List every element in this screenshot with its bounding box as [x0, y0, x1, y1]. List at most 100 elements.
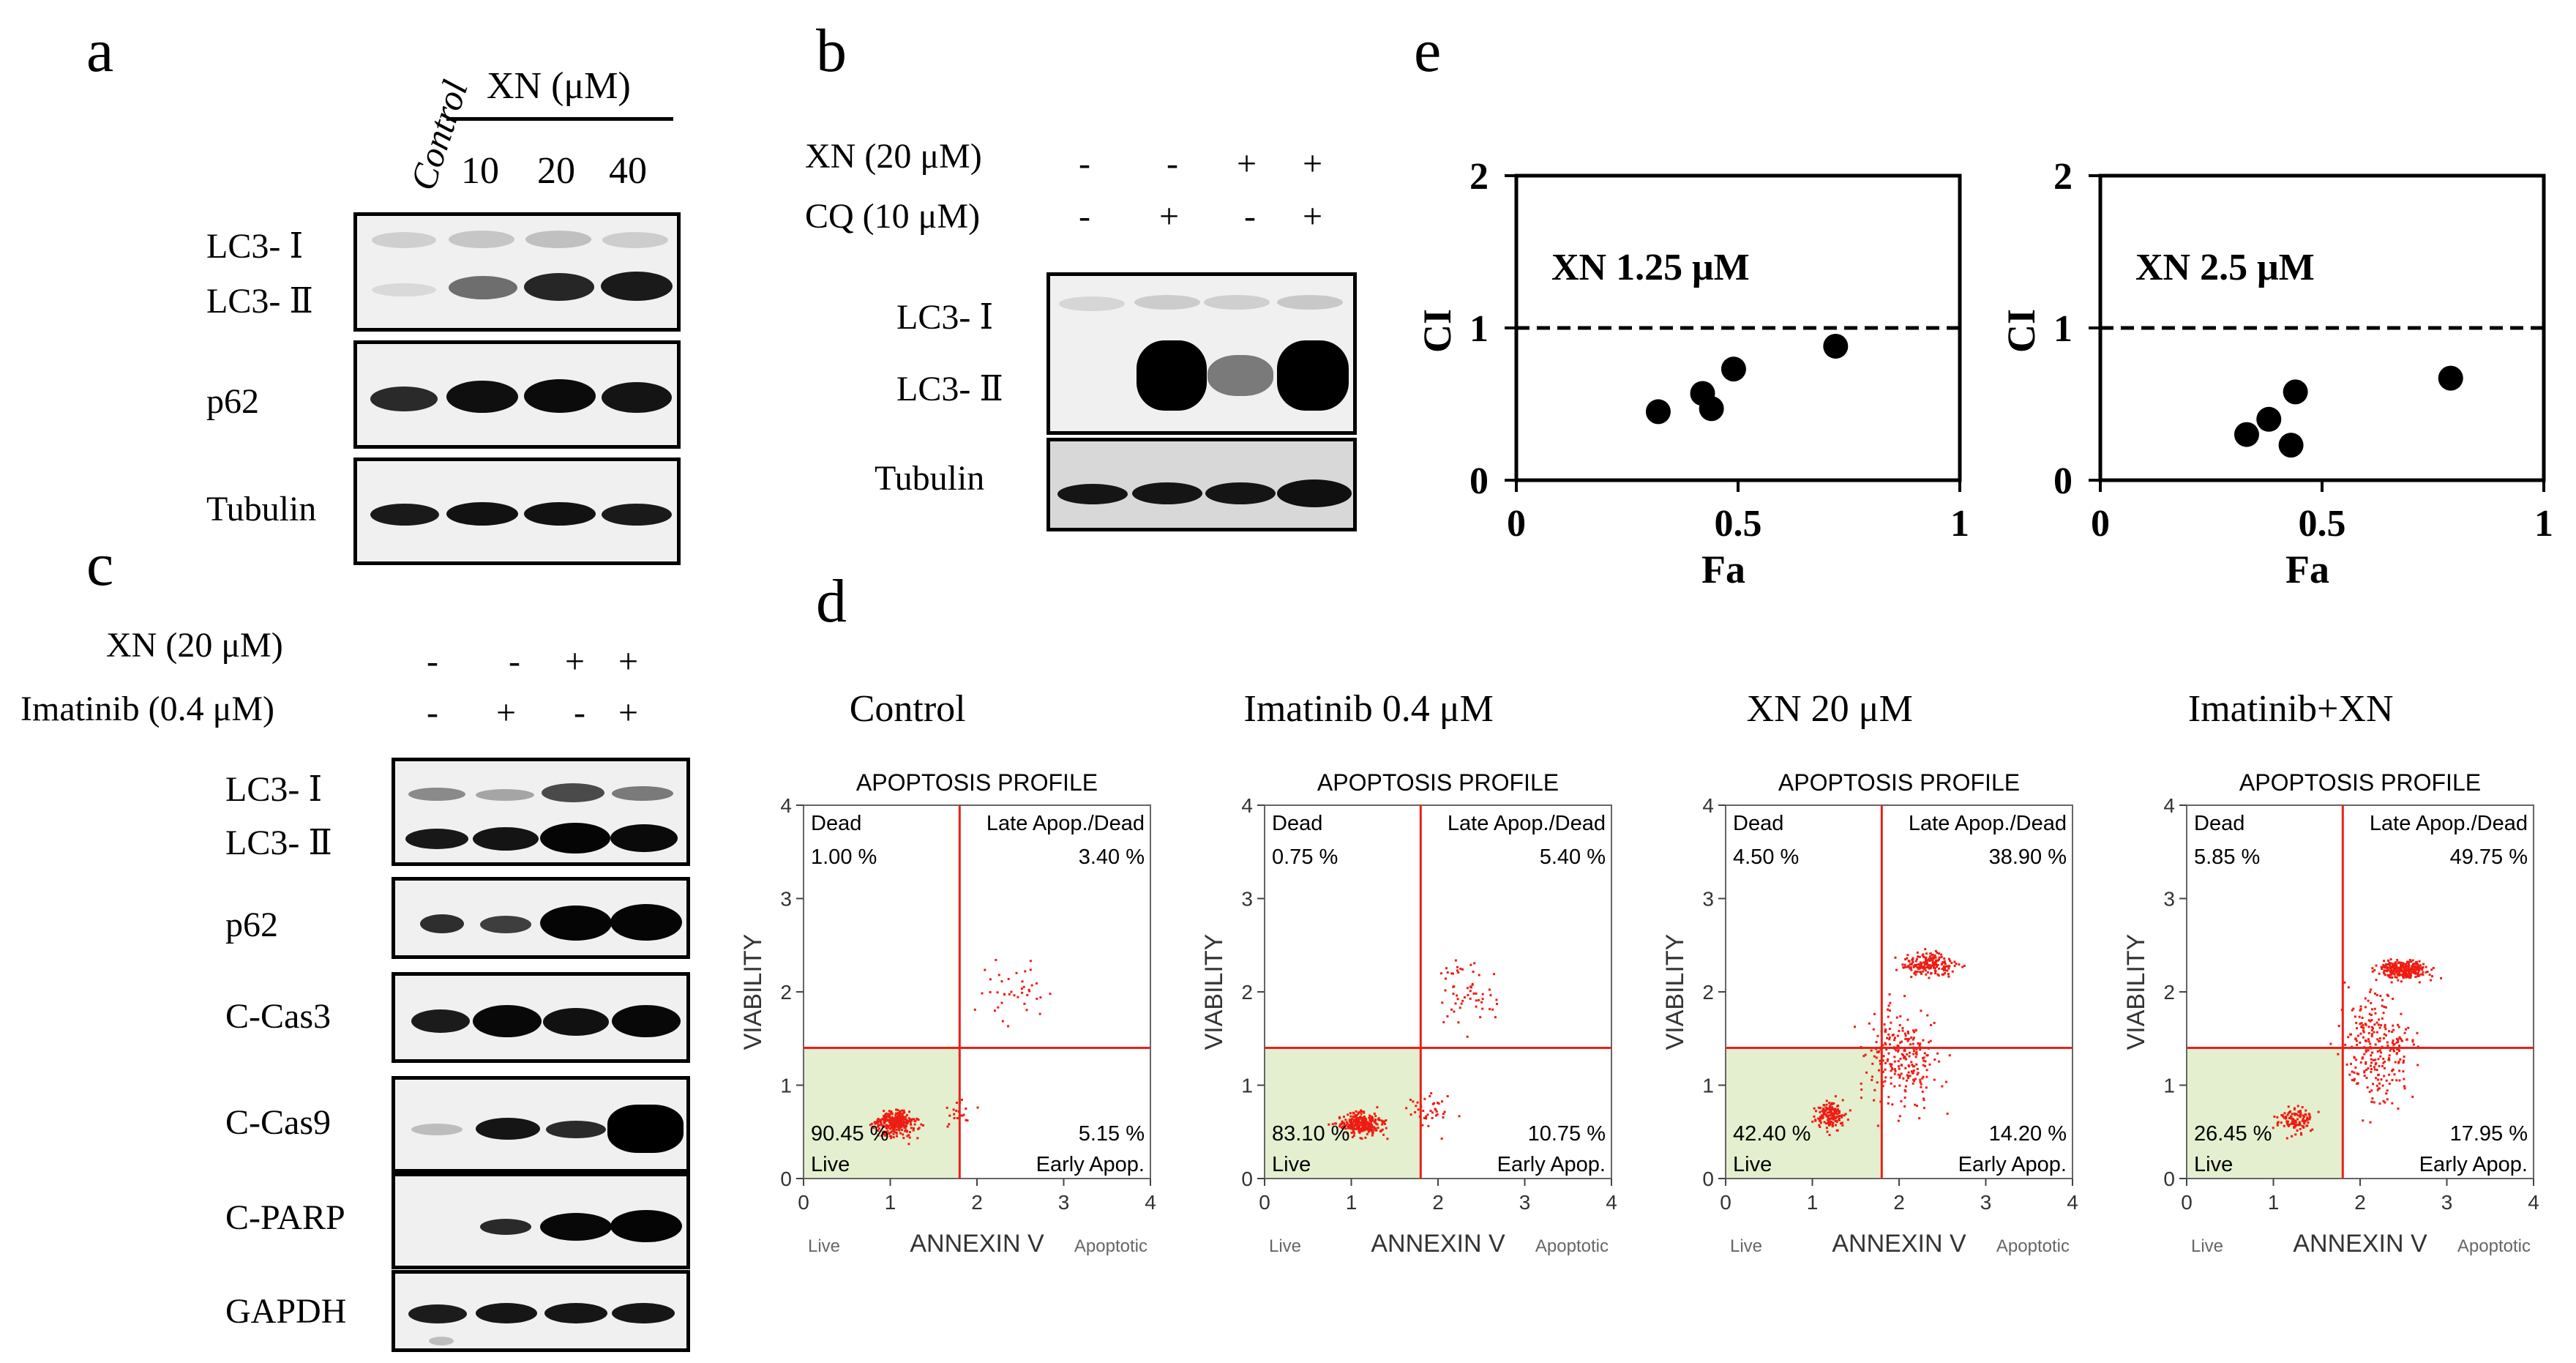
- flow-event-dot: [2369, 990, 2372, 993]
- flow-event-dot: [2376, 1078, 2379, 1081]
- flow-event-dot: [1364, 1119, 1367, 1122]
- flow-event-dot: [1937, 959, 1940, 962]
- flow-event-dot: [1340, 1127, 1343, 1129]
- flow-value-live: 26.45 %: [2194, 1122, 2272, 1146]
- flow-event-dot: [2391, 966, 2394, 968]
- flow-event-dot: [1891, 1068, 1894, 1071]
- flow-event-dot: [1431, 1102, 1434, 1105]
- flow-event-dot: [2364, 1023, 2367, 1026]
- flow-event-dot: [1015, 971, 1018, 974]
- flow-event-dot: [2382, 971, 2385, 974]
- flow-event-dot: [2397, 973, 2400, 976]
- flow-event-dot: [1454, 959, 1457, 962]
- flow-event-dot: [2290, 1122, 2293, 1125]
- flow-event-dot: [902, 1120, 905, 1123]
- flow-event-dot: [1434, 1108, 1437, 1110]
- flow-event-dot: [2384, 1023, 2386, 1026]
- flow-event-dot: [1913, 1050, 1916, 1053]
- flow-event-dot: [1000, 980, 1003, 983]
- flow-event-dot: [2277, 1121, 2280, 1124]
- flow-event-dot: [2400, 1037, 2403, 1040]
- flow-event-dot: [1905, 1058, 1908, 1061]
- flow-event-dot: [2296, 1129, 2299, 1132]
- flow-event-dot: [1460, 1002, 1463, 1005]
- flow-event-dot: [877, 1134, 880, 1137]
- flow-y-tick-label: 3: [780, 888, 792, 911]
- flow-event-dot: [906, 1119, 909, 1122]
- flow-event-dot: [917, 1119, 920, 1121]
- flow-event-dot: [1860, 1097, 1862, 1099]
- flow-event-dot: [1374, 1122, 1377, 1125]
- flow-event-dot: [900, 1117, 903, 1120]
- flow-event-dot: [2355, 1021, 2358, 1024]
- flow-event-dot: [1351, 1122, 1354, 1125]
- flow-event-dot: [2405, 1038, 2408, 1041]
- flow-event-dot: [2302, 1125, 2305, 1128]
- flow-event-dot: [1903, 1057, 1906, 1060]
- flow-event-dot: [2370, 1061, 2373, 1064]
- flow-event-dot: [1923, 1052, 1926, 1055]
- flow-event-dot: [2391, 1041, 2394, 1044]
- flow-event-dot: [1920, 1009, 1922, 1012]
- flow-event-dot: [2388, 1030, 2391, 1033]
- flow-event-dot: [2391, 1031, 2394, 1034]
- flow-event-dot: [1875, 1056, 1878, 1059]
- ci-y-tick-label: 2: [2053, 156, 2073, 198]
- flow-event-dot: [1830, 1112, 1833, 1115]
- flow-event-dot: [1871, 1075, 1873, 1078]
- flow-event-dot: [2375, 1084, 2378, 1087]
- flow-event-dot: [1921, 1090, 1924, 1093]
- flow-event-dot: [902, 1122, 905, 1125]
- flow-event-dot: [1833, 1110, 1836, 1113]
- flow-event-dot: [952, 1108, 955, 1111]
- flow-event-dot: [1887, 1052, 1890, 1055]
- flow-event-dot: [2405, 961, 2408, 964]
- ci-y-axis-label: CI: [1415, 309, 1459, 353]
- flow-event-dot: [1363, 1124, 1366, 1127]
- flow-event-dot: [899, 1124, 902, 1127]
- flow-event-dot: [2408, 972, 2411, 975]
- flow-event-dot: [1865, 1071, 1868, 1074]
- flow-event-dot: [1903, 1096, 1906, 1099]
- flow-event-dot: [1813, 1107, 1816, 1110]
- flow-event-dot: [1898, 1076, 1901, 1079]
- flow-event-dot: [1469, 963, 1472, 966]
- flow-event-dot: [2395, 1053, 2398, 1056]
- flow-event-dot: [1916, 1105, 1919, 1108]
- flow-event-dot: [1888, 1036, 1891, 1039]
- flow-event-dot: [897, 1116, 900, 1119]
- flow-event-dot: [1363, 1116, 1366, 1119]
- flow-event-dot: [2390, 968, 2393, 971]
- flow-event-dot: [1832, 1118, 1835, 1121]
- flow-event-dot: [1383, 1122, 1386, 1125]
- panel-c-blot-c-cas9: [392, 1076, 690, 1173]
- flow-event-dot: [2296, 1124, 2299, 1127]
- flow-event-dot: [1903, 1056, 1906, 1058]
- flow-event-dot: [2371, 970, 2374, 973]
- flow-event-dot: [2272, 1127, 2274, 1129]
- flow-event-dot: [2370, 1013, 2373, 1016]
- flow-event-dot: [2398, 1050, 2401, 1053]
- flow-event-dot: [1346, 1132, 1349, 1135]
- flow-event-dot: [2354, 1066, 2357, 1069]
- flow-event-dot: [1911, 958, 1914, 961]
- flow-event-dot: [1919, 1042, 1922, 1045]
- flow-event-dot: [1931, 961, 1934, 964]
- ci-x-tick-label: 0.5: [1715, 503, 1762, 545]
- flow-event-dot: [1909, 967, 1912, 970]
- flow-event-dot: [1914, 1028, 1917, 1031]
- flow-event-dot: [2408, 968, 2411, 971]
- flow-event-dot: [1884, 1080, 1887, 1083]
- flow-event-dot: [2352, 1007, 2355, 1010]
- flow-value-early-apop: 17.95 %: [2450, 1122, 2528, 1146]
- flow-event-dot: [2408, 958, 2411, 961]
- flow-live-quadrant-fill: [2187, 1048, 2343, 1179]
- flow-event-dot: [2393, 1042, 2396, 1045]
- flow-event-dot: [1385, 1127, 1388, 1129]
- flow-event-dot: [1907, 964, 1910, 967]
- flow-event-dot: [2356, 1034, 2359, 1037]
- flow-event-dot: [1039, 996, 1042, 999]
- flow-event-dot: [1915, 1053, 1918, 1056]
- flow-event-dot: [1473, 962, 1476, 965]
- flow-event-dot: [1456, 998, 1459, 1001]
